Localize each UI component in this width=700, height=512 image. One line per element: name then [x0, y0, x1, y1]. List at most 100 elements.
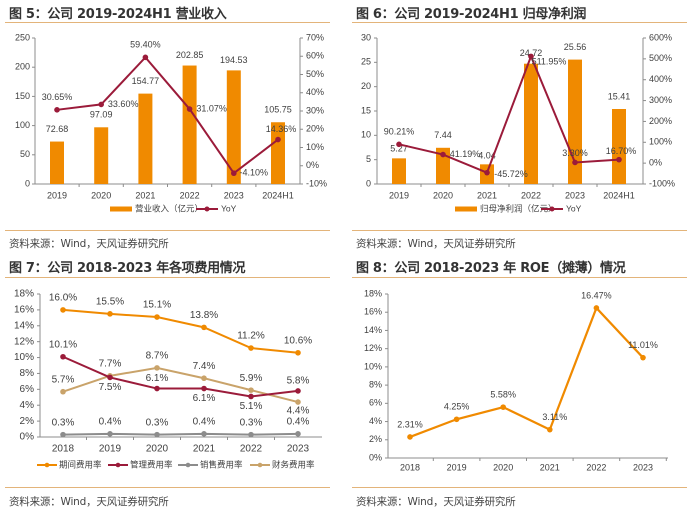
- selling-expense-point: [295, 431, 301, 437]
- figure-5-source: 资料来源：Wind，天风证券研究所: [9, 238, 169, 250]
- bar: [50, 141, 64, 184]
- figure-7-title-rule: [5, 277, 330, 278]
- selling-expense-data-label: 0.3%: [240, 417, 263, 428]
- legend: 归母净利润（亿元） YoY: [455, 203, 582, 213]
- left-y-tick-label: 5: [366, 154, 371, 164]
- yoy-point: [54, 107, 60, 113]
- selling-expense-data-label: 0.4%: [287, 416, 310, 427]
- figure-6-title-rule: [352, 22, 687, 23]
- legend-label: YoY: [566, 203, 582, 213]
- finance-expense-point: [248, 387, 254, 393]
- y-tick-label: 12%: [14, 336, 34, 347]
- period-expense-point: [295, 349, 301, 356]
- x-tick-label: 2019: [389, 190, 409, 200]
- bar: [612, 109, 626, 184]
- yoy-point: [142, 54, 149, 61]
- selling-expense-point: [60, 431, 66, 438]
- finance-expense-data-label: 5.7%: [52, 374, 75, 385]
- legend-swatch-marker: [44, 462, 50, 468]
- x-tick-label: 2023: [565, 190, 585, 200]
- yoy-data-label: 3.30%: [562, 148, 588, 158]
- x-tick-label: 2024H1: [603, 190, 635, 200]
- x-tick-label: 2019: [99, 444, 122, 455]
- roe-data-label: 5.58%: [490, 390, 516, 400]
- roe-line: [409, 305, 644, 438]
- period-expense-data-label: 15.1%: [143, 300, 171, 311]
- legend-swatch-bar: [455, 206, 477, 212]
- y-tick-label: 0%: [20, 432, 35, 443]
- x-tick-label: 2023: [224, 190, 244, 200]
- legend-label: 归母净利润（亿元）: [480, 203, 557, 213]
- x-tick-label: 2023: [633, 462, 653, 472]
- bar-data-label: 25.56: [564, 42, 587, 52]
- selling-expense-series: 0.3% 0.4% 0.3% 0.4% 0.3% 0.4%: [52, 416, 310, 438]
- legend-swatch-marker: [257, 462, 263, 468]
- period-expense-data-label: 13.8%: [190, 310, 218, 321]
- right-y-tick-label: 20%: [306, 124, 324, 134]
- left-y-tick-label: 100: [15, 120, 30, 130]
- bar: [94, 127, 109, 184]
- legend-label: 管理费用率: [130, 459, 173, 469]
- finance-expense-line: [62, 366, 299, 404]
- figure-8-chart: 0% 2% 4% 6% 8% 10% 12% 14% 16% 18% 2018 2019 2020 202…: [364, 288, 668, 472]
- x-tick-label: 2021: [193, 444, 216, 455]
- yoy-point: [616, 156, 622, 163]
- figure-7-chart: 0% 2% 4% 6% 8% 10% 12% 14% 16% 18% 2018 2019 2020 202…: [14, 289, 322, 469]
- yoy-point: [572, 159, 578, 166]
- right-y-tick-label: 10%: [306, 142, 324, 152]
- yoy-data-label: 41.19%: [450, 149, 481, 159]
- yoy-data-label: 16.70%: [606, 146, 637, 156]
- x-tick-label: 2020: [91, 190, 111, 200]
- figure-5-title-rule: [5, 22, 330, 23]
- legend: 营业收入（亿元） YoY: [110, 203, 237, 213]
- period-expense-point: [107, 311, 113, 317]
- x-tick-label: 2018: [52, 444, 75, 455]
- finance-expense-series: 5.7% 7.7% 8.7% 7.4% 5.9% 4.4%: [52, 351, 310, 417]
- period-expense-data-label: 15.5%: [96, 297, 124, 308]
- figure-8-title: 图 8：公司 2018-2023 年 ROE（摊薄）情况: [356, 261, 626, 276]
- legend-swatch-bar: [110, 206, 132, 212]
- roe-point: [500, 404, 507, 410]
- finance-expense-data-label: 5.9%: [240, 373, 263, 384]
- admin-expense-data-label: 7.5%: [99, 382, 122, 393]
- roe-data-label: 4.25%: [444, 402, 470, 412]
- yoy-data-label: 31.07%: [196, 103, 227, 113]
- yoy-line: [398, 53, 620, 174]
- right-y-tick-label: 300%: [649, 95, 672, 105]
- x-tick-label: 2020: [493, 462, 513, 472]
- y-tick-label: 18%: [14, 289, 34, 300]
- bar: [524, 63, 538, 184]
- period-expense-point: [154, 314, 160, 320]
- x-tick-label: 2022: [521, 190, 541, 200]
- admin-expense-point: [201, 385, 207, 392]
- yoy-data-label: 90.21%: [384, 127, 415, 137]
- y-tick-label: 16%: [364, 307, 382, 317]
- bar-data-label: 202.85: [176, 50, 204, 60]
- bar-data-label: 72.68: [46, 124, 69, 134]
- y-tick-label: 18%: [364, 288, 382, 298]
- y-tick-label: 4%: [369, 416, 382, 426]
- yoy-point: [186, 106, 193, 112]
- bar-data-label: 15.41: [608, 91, 631, 101]
- roe-point: [640, 354, 646, 361]
- period-expense-data-label: 11.2%: [237, 331, 265, 342]
- right-y-tick-label: 60%: [306, 51, 324, 61]
- legend-label: YoY: [221, 203, 237, 213]
- selling-expense-point: [201, 431, 207, 437]
- selling-expense-point: [107, 431, 113, 437]
- selling-expense-line: [62, 432, 299, 436]
- right-y-tick-label: 600%: [649, 32, 672, 42]
- bar-data-label: 154.77: [132, 76, 160, 86]
- yoy-data-label: 59.40%: [130, 40, 161, 50]
- roe-point: [593, 305, 600, 311]
- left-y-tick-label: 25: [361, 57, 371, 67]
- left-y-tick-label: 30: [361, 32, 371, 42]
- figure-7-source-rule: [5, 487, 330, 488]
- legend: 期间费用率 管理费用率 销售费用率 财务费用率: [37, 459, 315, 469]
- period-expense-point: [201, 324, 207, 331]
- bar-data-label: 4.04: [478, 151, 496, 161]
- yoy-point: [484, 169, 490, 176]
- y-tick-label: 14%: [14, 320, 34, 331]
- yoy-data-label: -4.10%: [240, 168, 269, 178]
- admin-expense-data-label: 5.8%: [287, 376, 310, 387]
